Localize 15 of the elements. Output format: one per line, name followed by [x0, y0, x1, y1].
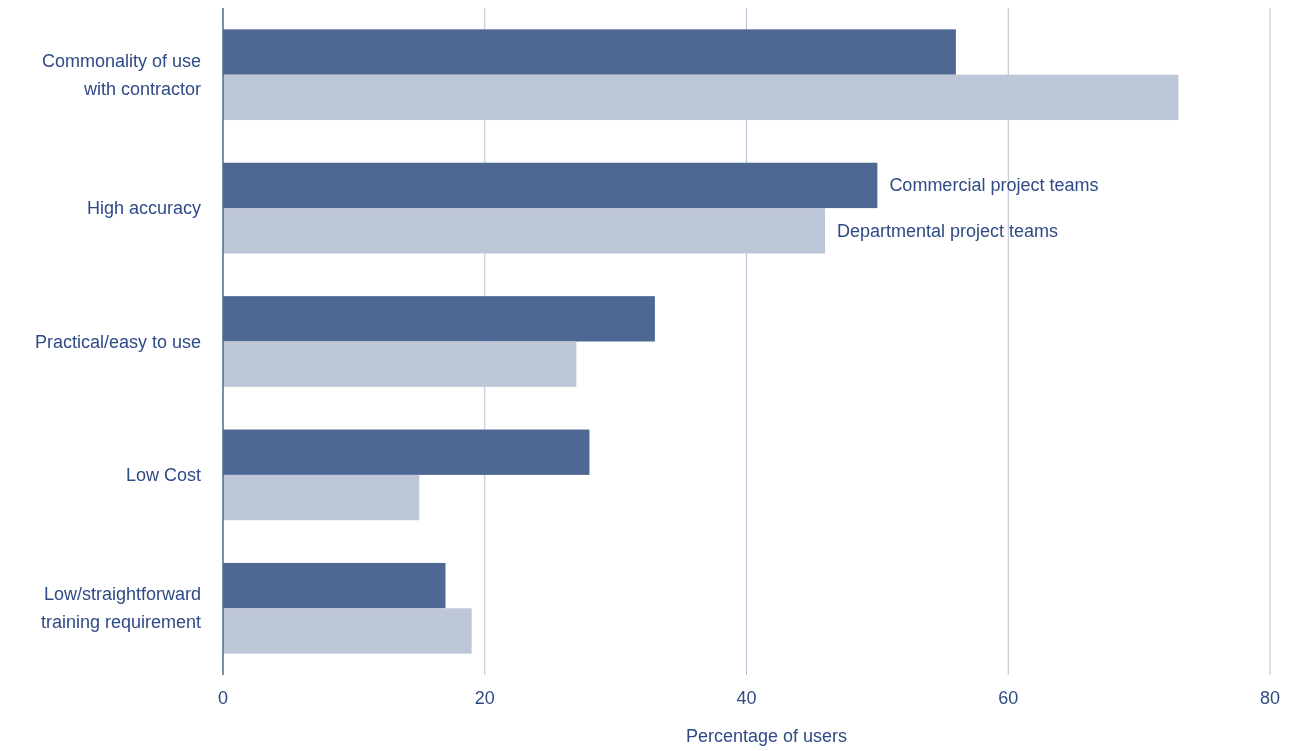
series-label: Commercial project teams: [889, 175, 1099, 196]
x-tick-label: 60: [998, 688, 1019, 708]
y-tick-label: Commonality of use with contractor: [41, 50, 201, 99]
series-label: Departmental project teams: [837, 220, 1059, 241]
y-tick-label: Low Cost: [125, 464, 201, 485]
y-tick-label: Practical/easy to use: [34, 331, 201, 352]
x-axis-title: Percentage of users: [685, 726, 848, 746]
x-tick-label: 0: [217, 688, 229, 708]
bar: [223, 608, 472, 654]
x-tick-label: 80: [1259, 688, 1281, 708]
y-tick-label: Low/straightforward training requirement: [40, 584, 201, 633]
y-tick-label: High accuracy: [86, 198, 201, 219]
x-tick-label: 40: [736, 688, 757, 708]
x-tick-label: 20: [474, 688, 495, 708]
bar: [223, 474, 420, 521]
